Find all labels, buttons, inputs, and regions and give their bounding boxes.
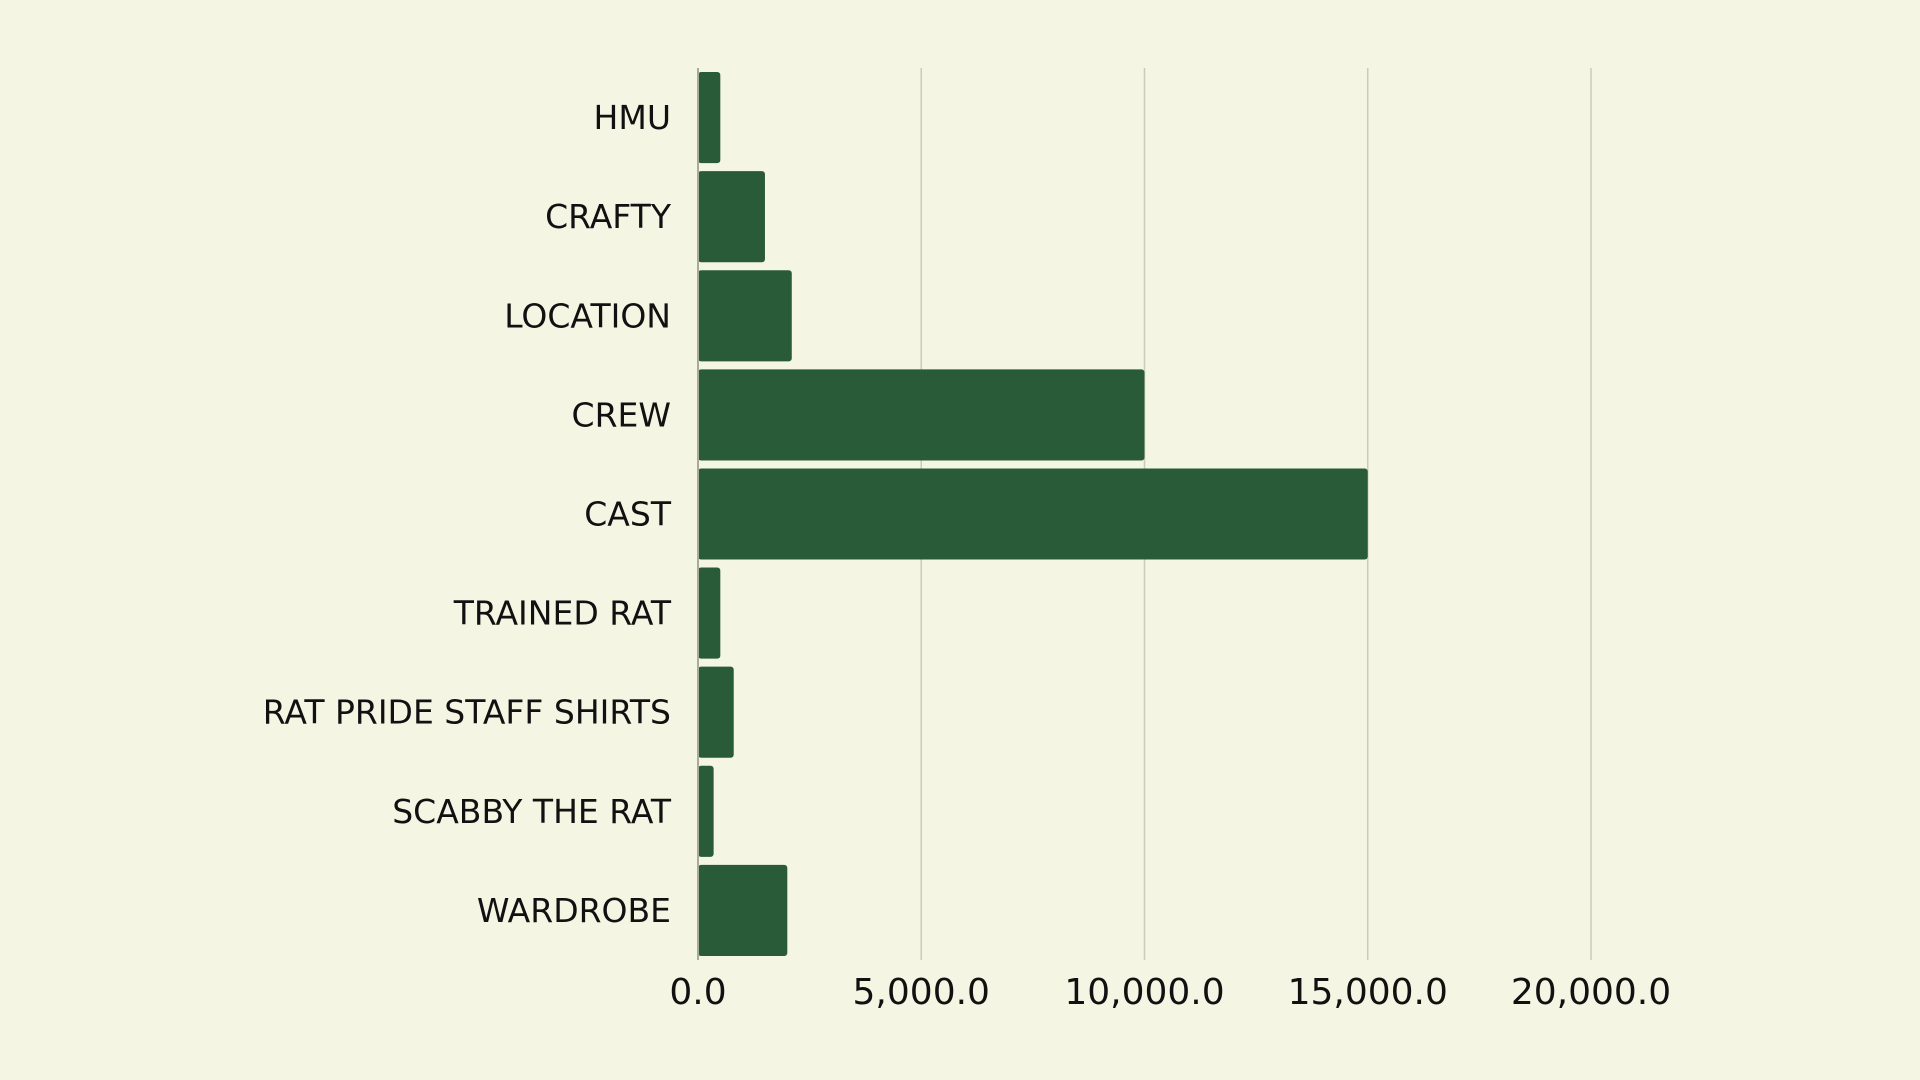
category-label: RAT PRIDE STAFF SHIRTS <box>263 693 671 732</box>
x-tick-label: 10,000.0 <box>1064 972 1224 1013</box>
category-label: WARDROBE <box>477 891 671 930</box>
x-tick-label: 15,000.0 <box>1288 972 1448 1013</box>
bar-wardrobe <box>698 864 788 956</box>
category-label: TRAINED RAT <box>453 594 672 633</box>
bar-trained-rat <box>698 567 721 659</box>
x-tick-label: 0.0 <box>669 972 726 1013</box>
bar-crew <box>698 369 1145 461</box>
category-label: CAST <box>584 495 672 534</box>
bar-crafty <box>698 171 765 263</box>
category-label: CREW <box>572 395 671 434</box>
category-label: SCABBY THE RAT <box>392 792 672 831</box>
category-label: CRAFTY <box>545 197 672 236</box>
category-labels: HMU CRAFTY LOCATION CREW CAST TRAINED RAT RAT … <box>263 98 672 930</box>
category-label: LOCATION <box>504 296 671 335</box>
bar-rat-pride-staff-shirts <box>698 666 734 758</box>
bar-cast <box>698 468 1368 560</box>
bar-location <box>698 270 792 362</box>
bar-hmu <box>698 72 721 164</box>
tick-labels: 0.0 5,000.0 10,000.0 15,000.0 20,000.0 <box>669 972 1671 1013</box>
x-tick-label: 5,000.0 <box>853 972 990 1013</box>
category-label: HMU <box>594 98 671 137</box>
bars <box>698 72 1368 956</box>
bar-scabby-the-rat <box>698 765 714 857</box>
x-tick-label: 20,000.0 <box>1511 972 1671 1013</box>
